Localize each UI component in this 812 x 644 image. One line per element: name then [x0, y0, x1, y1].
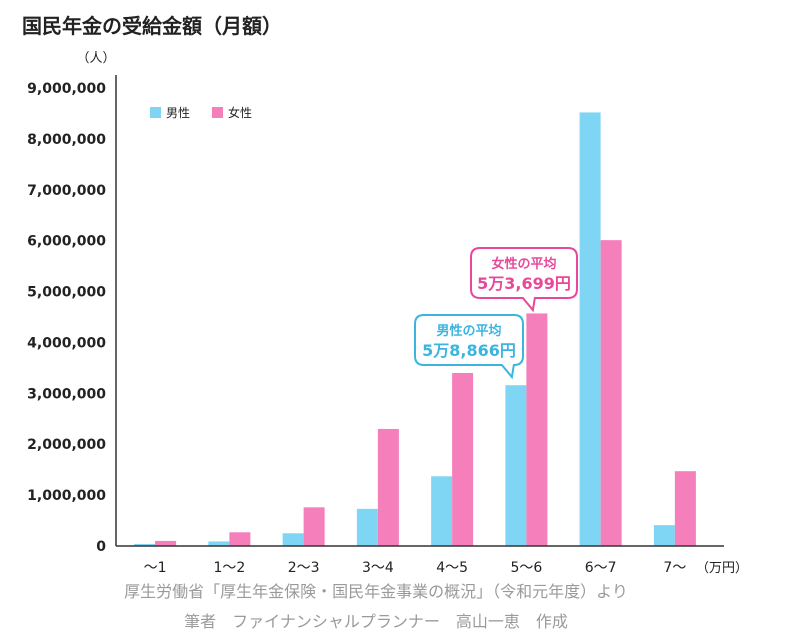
- x-axis-unit-label: （万円）: [696, 561, 748, 576]
- bars: [134, 112, 696, 546]
- x-tick-label: 2〜3: [288, 560, 320, 576]
- y-tick-label: 4,000,000: [27, 335, 106, 351]
- x-tick-label: 1〜2: [213, 560, 245, 576]
- legend-swatch: [150, 107, 161, 118]
- x-tick-label: 5〜6: [510, 560, 542, 576]
- callouts: 男性の平均 5万8,866円 女性の平均 5万3,699円: [414, 247, 578, 380]
- bar-male: [431, 476, 453, 546]
- y-tick-label: 5,000,000: [27, 285, 106, 301]
- callout-value: 5万8,866円: [422, 341, 516, 360]
- x-tick-label: 3〜4: [362, 560, 394, 576]
- x-tick-label: 4〜5: [436, 560, 468, 576]
- bar-male: [282, 533, 304, 546]
- callout-value: 5万3,699円: [477, 274, 571, 293]
- y-tick-label: 6,000,000: [27, 234, 106, 250]
- y-axis-ticks: 0 1,000,000 2,000,000 3,000,000 4,000,000 5,0…: [27, 81, 106, 555]
- callout-bubble: [470, 247, 578, 313]
- bar-female: [526, 313, 548, 546]
- callout-title: 男性の平均: [436, 323, 501, 339]
- bar-female: [303, 507, 325, 546]
- legend-label: 女性: [228, 105, 252, 120]
- y-axis-unit-label: （人）: [76, 51, 115, 66]
- x-tick-label: 6〜7: [585, 560, 617, 576]
- source-note: 厚生労働省「厚生年金保険・国民年金事業の概況」（令和元年度）より: [124, 582, 628, 601]
- bar-male: [653, 525, 675, 546]
- bar-female: [452, 372, 474, 546]
- bar-male: [208, 541, 230, 546]
- x-tick-label: 7〜: [663, 560, 686, 576]
- bar-male: [134, 543, 156, 546]
- y-tick-label: 2,000,000: [27, 437, 106, 453]
- bar-female: [229, 532, 251, 546]
- author-note: 筆者 ファイナンシャルプランナー 高山一恵 作成: [184, 612, 568, 631]
- x-tick-label: 〜1: [144, 560, 167, 576]
- y-tick-label: 3,000,000: [27, 386, 106, 402]
- y-tick-label: 8,000,000: [27, 132, 106, 148]
- y-tick-label: 0: [96, 539, 106, 555]
- bar-chart: （人） 0 1,000,000 2,000,000 3,000,000 4,000,00…: [27, 51, 748, 576]
- chart-title: 国民年金の受給金額（月額）: [22, 14, 282, 38]
- y-tick-label: 7,000,000: [27, 183, 106, 199]
- bar-male: [505, 385, 527, 546]
- callout-bubble: [414, 314, 524, 380]
- bar-female: [674, 471, 696, 546]
- x-axis-ticks: 〜1 1〜2 2〜3 3〜4 4〜5 5〜6 6〜7 7〜: [144, 560, 687, 576]
- y-tick-label: 9,000,000: [27, 81, 106, 97]
- bar-male: [579, 112, 601, 546]
- bar-male: [356, 508, 378, 546]
- legend-swatch: [212, 107, 223, 118]
- y-tick-label: 1,000,000: [27, 488, 106, 504]
- bar-female: [600, 240, 622, 546]
- callout-title: 女性の平均: [491, 256, 556, 272]
- legend-label: 男性: [166, 106, 190, 120]
- bar-female: [377, 428, 399, 546]
- bar-female: [155, 540, 177, 546]
- legend: 男性 女性: [150, 105, 252, 120]
